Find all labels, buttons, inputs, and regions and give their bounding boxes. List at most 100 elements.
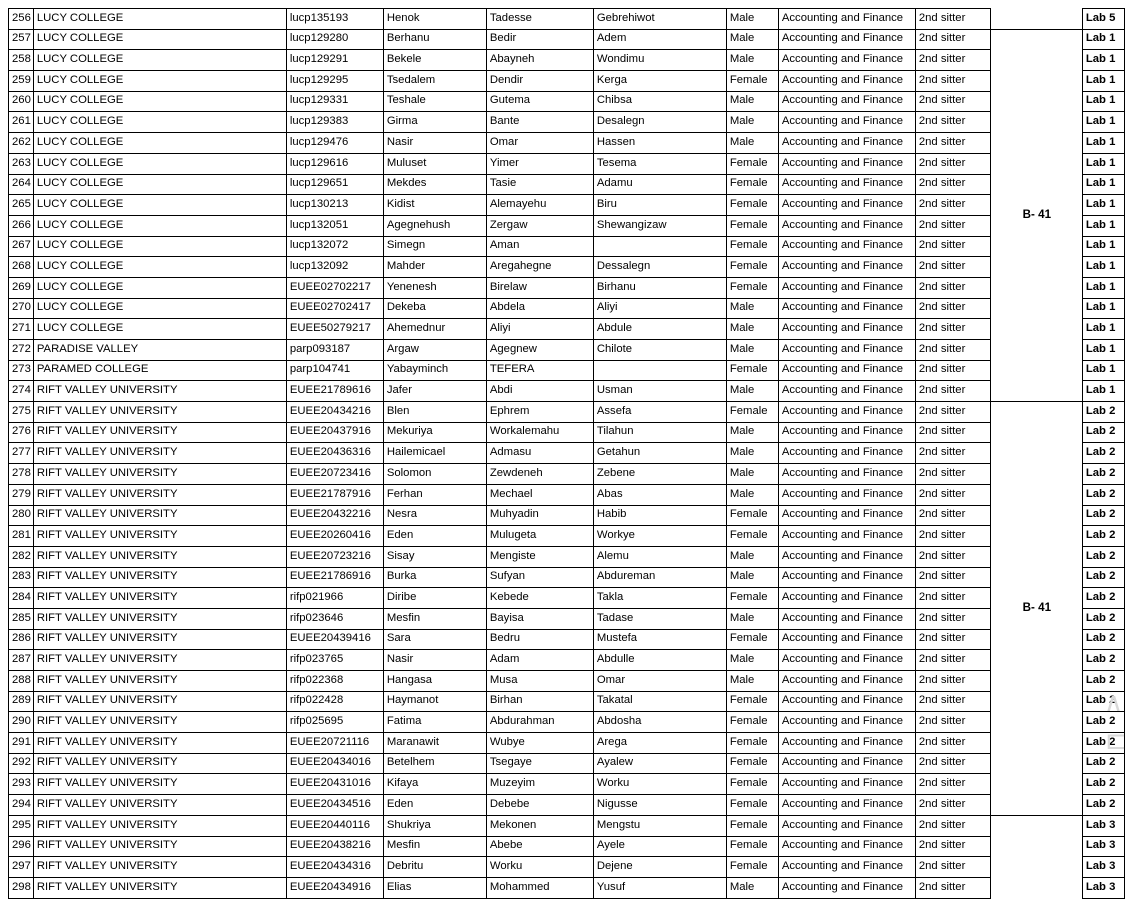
cell-student-id[interactable]: lucp135193 (285, 8, 384, 30)
cell-row-number[interactable]: 276 (8, 421, 34, 444)
cell-grandfather-name[interactable]: Takatal (592, 690, 727, 713)
cell-program[interactable]: Accounting and Finance (777, 90, 916, 113)
table-row[interactable]: 258 LUCY COLLEGE lucp129291 Bekele Abayneh Wo… (8, 49, 1125, 72)
table-row[interactable]: 266 LUCY COLLEGE lucp132051 Agegnehush Zerga… (8, 214, 1125, 237)
cell-sex[interactable]: Male (725, 442, 779, 465)
cell-row-number[interactable]: 297 (8, 856, 34, 878)
cell-sex[interactable]: Female (725, 235, 779, 258)
cell-row-number[interactable]: 283 (8, 566, 34, 589)
cell-institution[interactable]: LUCY COLLEGE (32, 111, 287, 134)
cell-first-name[interactable]: Diribe (382, 587, 487, 609)
cell-institution[interactable]: RIFT VALLEY UNIVERSITY (32, 773, 287, 796)
table-row[interactable]: 276 RIFT VALLEY UNIVERSITY EUEE20437916 Mek… (8, 421, 1125, 444)
cell-row-number[interactable]: 263 (8, 152, 34, 175)
cell-institution[interactable]: LUCY COLLEGE (32, 49, 287, 72)
cell-program[interactable]: Accounting and Finance (777, 525, 916, 547)
cell-row-number[interactable]: 292 (8, 752, 34, 775)
cell-student-id[interactable]: lucp132092 (285, 256, 384, 278)
cell-program[interactable]: Accounting and Finance (777, 649, 916, 671)
cell-sex[interactable]: Male (725, 90, 779, 113)
table-row[interactable]: 296 RIFT VALLEY UNIVERSITY EUEE20438216 Mes… (8, 835, 1125, 858)
cell-student-id[interactable]: EUEE20434516 (285, 794, 384, 816)
cell-institution[interactable]: RIFT VALLEY UNIVERSITY (32, 442, 287, 465)
cell-sex[interactable]: Male (725, 649, 779, 671)
cell-father-name[interactable]: Muzeyim (485, 773, 594, 796)
table-row[interactable]: 270 LUCY COLLEGE EUEE02702417 Dekeba Abdela A… (8, 297, 1125, 320)
cell-institution[interactable]: RIFT VALLEY UNIVERSITY (32, 587, 287, 609)
table-row[interactable]: 271 LUCY COLLEGE EUEE50279217 Ahemednur Aliy… (8, 318, 1125, 340)
cell-institution[interactable]: RIFT VALLEY UNIVERSITY (32, 483, 287, 506)
cell-sex[interactable]: Female (725, 752, 779, 775)
cell-grandfather-name[interactable]: Mengstu (592, 814, 727, 837)
cell-sex[interactable]: Male (725, 483, 779, 506)
cell-sex[interactable]: Female (725, 794, 779, 816)
cell-institution[interactable]: RIFT VALLEY UNIVERSITY (32, 814, 287, 837)
cell-lab[interactable]: Lab 1 (1081, 111, 1125, 134)
cell-institution[interactable]: RIFT VALLEY UNIVERSITY (32, 401, 287, 423)
cell-student-id[interactable]: rifp022428 (285, 690, 384, 713)
cell-father-name[interactable]: Abdela (485, 297, 594, 320)
cell-sex[interactable]: Male (725, 318, 779, 340)
cell-sitter[interactable]: 2nd sitter (914, 545, 991, 568)
cell-father-name[interactable]: Abdurahman (485, 711, 594, 734)
cell-institution[interactable]: PARADISE VALLEY (32, 339, 287, 361)
cell-student-id[interactable]: lucp132072 (285, 235, 384, 258)
cell-lab[interactable]: Lab 2 (1081, 732, 1125, 754)
cell-block[interactable]: B- 41 (989, 28, 1083, 403)
cell-program[interactable]: Accounting and Finance (777, 711, 916, 734)
cell-lab[interactable]: Lab 3 (1081, 835, 1125, 858)
cell-row-number[interactable]: 282 (8, 545, 34, 568)
cell-institution[interactable]: RIFT VALLEY UNIVERSITY (32, 504, 287, 527)
cell-row-number[interactable]: 285 (8, 607, 34, 630)
cell-sitter[interactable]: 2nd sitter (914, 214, 991, 237)
cell-sex[interactable]: Female (725, 173, 779, 196)
cell-student-id[interactable]: EUEE21787916 (285, 483, 384, 506)
cell-program[interactable]: Accounting and Finance (777, 8, 916, 30)
cell-program[interactable]: Accounting and Finance (777, 49, 916, 72)
cell-student-id[interactable]: lucp129383 (285, 111, 384, 134)
cell-father-name[interactable]: TEFERA (485, 359, 594, 382)
cell-row-number[interactable]: 257 (8, 28, 34, 51)
cell-institution[interactable]: RIFT VALLEY UNIVERSITY (32, 463, 287, 485)
cell-sex[interactable]: Male (725, 49, 779, 72)
cell-first-name[interactable]: Ferhan (382, 483, 487, 506)
cell-program[interactable]: Accounting and Finance (777, 442, 916, 465)
cell-first-name[interactable]: Tsedalem (382, 70, 487, 92)
table-row[interactable]: 297 RIFT VALLEY UNIVERSITY EUEE20434316 Deb… (8, 856, 1125, 878)
cell-sitter[interactable]: 2nd sitter (914, 152, 991, 175)
cell-lab[interactable]: Lab 1 (1081, 276, 1125, 299)
cell-institution[interactable]: RIFT VALLEY UNIVERSITY (32, 607, 287, 630)
cell-first-name[interactable]: Elias (382, 876, 487, 899)
cell-student-id[interactable]: EUEE20437916 (285, 421, 384, 444)
cell-program[interactable]: Accounting and Finance (777, 463, 916, 485)
cell-lab[interactable]: Lab 1 (1081, 380, 1125, 403)
cell-institution[interactable]: RIFT VALLEY UNIVERSITY (32, 628, 287, 651)
cell-sex[interactable]: Female (725, 152, 779, 175)
cell-student-id[interactable]: EUEE20434216 (285, 401, 384, 423)
cell-sex[interactable]: Male (725, 545, 779, 568)
cell-sitter[interactable]: 2nd sitter (914, 711, 991, 734)
cell-first-name[interactable]: Fatima (382, 711, 487, 734)
cell-first-name[interactable]: Simegn (382, 235, 487, 258)
table-row[interactable]: 260 LUCY COLLEGE lucp129331 Teshale Gutema Ch… (8, 90, 1125, 113)
cell-father-name[interactable]: Birhan (485, 690, 594, 713)
cell-lab[interactable]: Lab 2 (1081, 525, 1125, 547)
cell-student-id[interactable]: EUEE02702417 (285, 297, 384, 320)
cell-lab[interactable]: Lab 3 (1081, 814, 1125, 837)
cell-row-number[interactable]: 273 (8, 359, 34, 382)
cell-row-number[interactable]: 259 (8, 70, 34, 92)
cell-program[interactable]: Accounting and Finance (777, 732, 916, 754)
cell-row-number[interactable]: 294 (8, 794, 34, 816)
cell-lab[interactable]: Lab 2 (1081, 401, 1125, 423)
cell-father-name[interactable]: Zergaw (485, 214, 594, 237)
cell-grandfather-name[interactable]: Birhanu (592, 276, 727, 299)
cell-institution[interactable]: RIFT VALLEY UNIVERSITY (32, 421, 287, 444)
table-row[interactable]: 294 RIFT VALLEY UNIVERSITY EUEE20434516 Ede… (8, 794, 1125, 816)
cell-sitter[interactable]: 2nd sitter (914, 380, 991, 403)
cell-first-name[interactable]: Berhanu (382, 28, 487, 51)
cell-sex[interactable]: Male (725, 876, 779, 899)
cell-sitter[interactable]: 2nd sitter (914, 8, 991, 30)
cell-lab[interactable]: Lab 1 (1081, 70, 1125, 92)
cell-row-number[interactable]: 280 (8, 504, 34, 527)
cell-student-id[interactable]: rifp022368 (285, 670, 384, 692)
